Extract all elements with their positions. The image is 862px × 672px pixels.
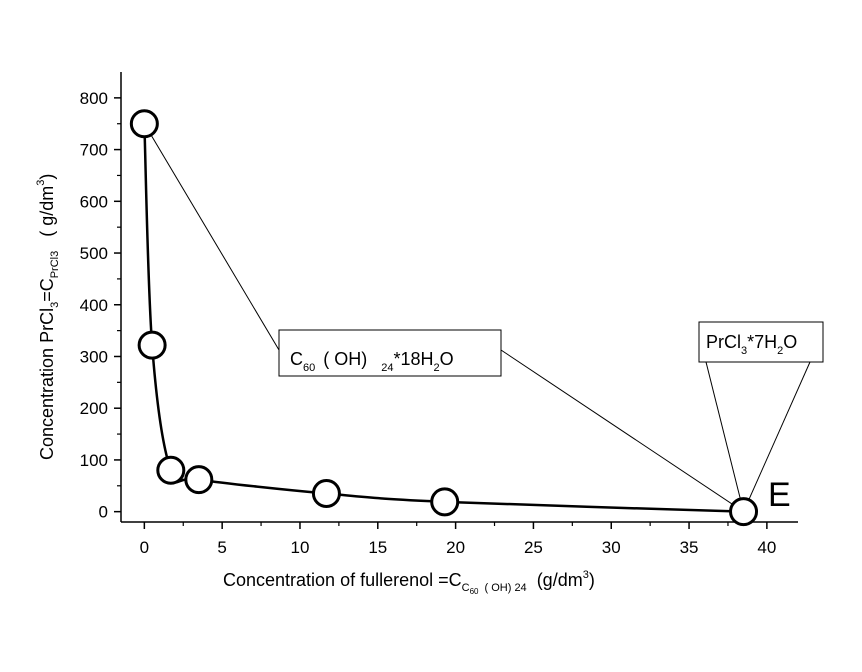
x-axis-title: Concentration of fullerenol =CC60( OH) 2… xyxy=(223,569,595,596)
connector-line xyxy=(705,361,745,512)
connector-line xyxy=(500,349,744,513)
connector-line xyxy=(143,123,280,351)
ann-o: O xyxy=(440,349,454,369)
annotation-salt-box: PrCl3*7H2O xyxy=(698,321,824,363)
ann-oh: ( OH) xyxy=(323,349,367,369)
y-tick-label: 300 xyxy=(80,347,108,366)
connector-line xyxy=(743,361,811,512)
series-markers xyxy=(129,109,759,527)
axes xyxy=(120,72,798,523)
data-point xyxy=(156,455,186,485)
ann-sub2: 2 xyxy=(434,362,440,374)
x-tick-label: 25 xyxy=(524,538,543,557)
ann-c: C xyxy=(290,349,303,369)
point-label-e: E xyxy=(768,476,791,514)
data-point xyxy=(311,479,341,509)
series-line xyxy=(143,123,744,513)
data-point xyxy=(137,330,167,360)
y-tick-label: 400 xyxy=(80,296,108,315)
y-tick-label: 200 xyxy=(80,399,108,418)
data-point xyxy=(184,465,214,495)
x-ticks: 0 5 10 15 20 25 30 35 40 xyxy=(140,522,776,557)
x-tick-label: 40 xyxy=(757,538,776,557)
y-tick-label: 100 xyxy=(80,451,108,470)
y-ticks: 0 100 200 300 400 500 600 700 800 xyxy=(80,89,121,522)
y-tick-label: 800 xyxy=(80,89,108,108)
y-axis-title: Concentration PrCl3=CPrCl3( g/dm3) xyxy=(35,174,61,460)
svg-text:PrCl3*7H2O: PrCl3*7H2O xyxy=(706,332,797,357)
y-tick-label: 0 xyxy=(99,503,108,522)
salt-o: O xyxy=(783,332,797,352)
x-tick-label: 0 xyxy=(140,538,149,557)
x-tick-label: 10 xyxy=(291,538,310,557)
x-tick-label: 20 xyxy=(446,538,465,557)
y-tick-label: 500 xyxy=(80,244,108,263)
x-tick-label: 35 xyxy=(680,538,699,557)
data-point xyxy=(729,497,759,527)
y-tick-label: 700 xyxy=(80,141,108,160)
data-point xyxy=(129,109,159,139)
annotation-hydrate-box: C60 ( OH) 24*18H2O xyxy=(278,329,502,377)
ann-sub60: 60 xyxy=(303,362,315,374)
ann-rest: *18H xyxy=(394,349,434,369)
annotation-connectors xyxy=(143,123,811,513)
salt-sub3: 3 xyxy=(741,345,747,357)
salt-pr: PrCl xyxy=(706,332,741,352)
x-tick-label: 15 xyxy=(368,538,387,557)
ann-sub24: 24 xyxy=(381,362,393,374)
x-tick-label: 5 xyxy=(217,538,226,557)
salt-sub2: 2 xyxy=(777,345,783,357)
svg-text:C60( OH)24*18H2O: C60 ( OH) 24*18H2O xyxy=(290,349,454,374)
y-tick-label: 600 xyxy=(80,192,108,211)
salt-rest: *7H xyxy=(747,332,777,352)
data-point xyxy=(430,487,460,517)
x-tick-label: 30 xyxy=(602,538,621,557)
